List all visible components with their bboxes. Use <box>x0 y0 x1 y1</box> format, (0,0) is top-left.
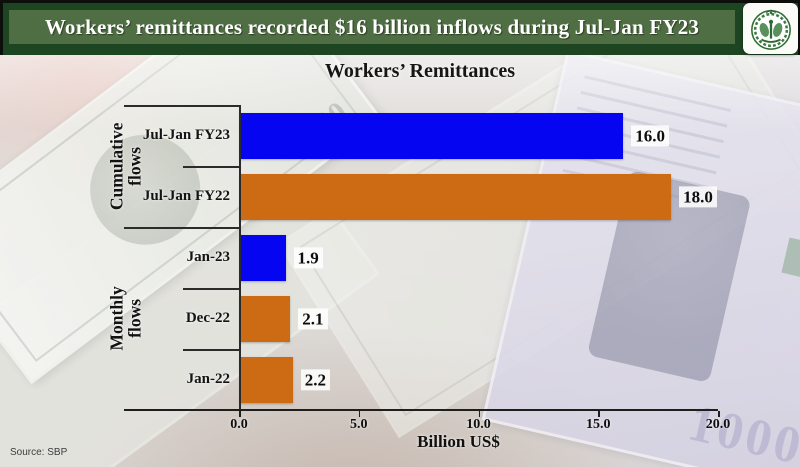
sbp-logo-icon <box>750 9 791 50</box>
bar-jan-23 <box>240 235 286 281</box>
category-label: Jul-Jan FY23 <box>142 127 230 143</box>
header-band: Workers’ remittances recorded $16 billio… <box>9 10 735 44</box>
category-separator <box>183 166 240 168</box>
x-axis-tick <box>478 411 480 417</box>
source-note: Source: SBP <box>10 447 68 458</box>
category-separator <box>124 105 240 107</box>
axis-group-label-text: Monthly flows <box>106 286 145 351</box>
x-axis-tick <box>239 411 241 417</box>
header-banner: Workers’ remittances recorded $16 billio… <box>0 0 800 55</box>
x-axis-tick <box>358 411 361 417</box>
value-label: 18.0 <box>679 185 717 208</box>
bar-jul-jan-fy22 <box>240 174 672 220</box>
x-axis-tick-label: 5.0 <box>350 417 368 432</box>
axis-group-label: Cumulative flows <box>97 105 155 227</box>
axis-group-label-text: Cumulative flows <box>106 122 145 210</box>
sbp-logo <box>743 3 798 54</box>
x-axis-label: Billion US$ <box>417 432 500 451</box>
x-axis-tick-label: 0.0 <box>230 417 248 432</box>
category-label: Jan-23 <box>186 249 230 265</box>
headline: Workers’ remittances recorded $16 billio… <box>44 14 700 39</box>
bar-dec-22 <box>240 296 291 342</box>
x-axis-tick-label: 20.0 <box>705 417 731 432</box>
value-label: 16.0 <box>631 124 669 147</box>
value-label: 2.2 <box>300 368 330 391</box>
x-axis-tick-label: 10.0 <box>466 417 491 432</box>
category-label: Dec-22 <box>185 310 230 326</box>
bar-jul-jan-fy23 <box>240 113 624 159</box>
chart-title: Workers’ Remittances <box>324 60 516 82</box>
x-axis-tick <box>718 411 720 417</box>
x-axis-tick <box>598 411 600 417</box>
axis-group-label: Monthly flows <box>97 227 155 410</box>
category-separator <box>183 349 240 351</box>
value-label: 1.9 <box>293 246 323 269</box>
y-axis-line <box>239 105 241 411</box>
category-label: Jan-22 <box>186 371 230 387</box>
value-label: 2.1 <box>298 307 328 330</box>
category-separator <box>124 227 240 229</box>
category-label: Jul-Jan FY22 <box>142 188 230 204</box>
x-axis-line <box>124 409 718 411</box>
category-separator <box>183 288 240 290</box>
x-axis-tick-label: 15.0 <box>586 417 611 432</box>
bar-jan-22 <box>240 357 293 403</box>
